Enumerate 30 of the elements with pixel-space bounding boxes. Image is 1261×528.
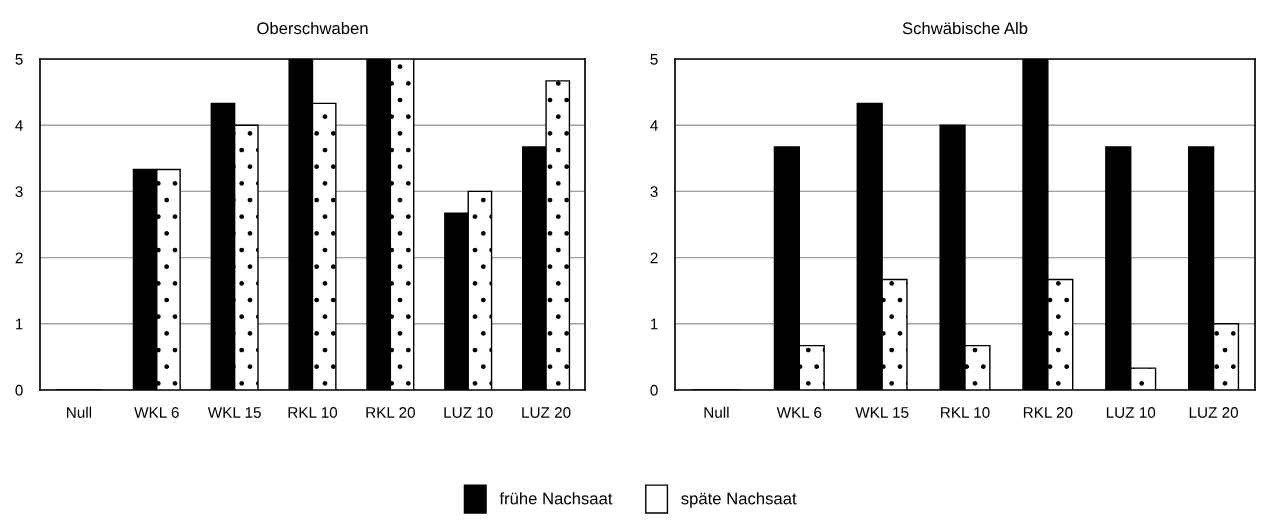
x-tick-label: RKL 10 [288,407,338,418]
x-tick-label: LUZ 10 [1106,407,1156,418]
y-tick-label: 5 [15,54,23,65]
legend-label: frühe Nachsaat [499,492,613,505]
y-tick-label: 2 [15,252,23,264]
x-tick-label: WKL 6 [134,407,179,418]
x-tick-label: WKL 15 [207,407,261,418]
x-tick-label: Null [67,406,92,418]
y-tick-label: 4 [650,120,658,131]
x-tick-label: WKL 6 [776,407,822,418]
x-tick-label: LUZ 10 [444,407,493,418]
y-tick-label: 0 [15,384,23,396]
chart-title: Schwäbische Alb [902,21,1028,35]
y-tick-label: 3 [15,186,23,198]
x-tick-label: RKL 10 [941,407,990,418]
y-tick-label: 4 [15,120,23,131]
legend-label: späte Nachsaat [681,492,797,508]
y-tick-label: 1 [16,318,23,330]
y-tick-label: 2 [650,252,658,264]
y-tick-label: 3 [650,186,658,198]
chart-title: Oberschwaben [257,21,368,35]
x-tick-label: RKL 20 [1023,407,1073,418]
x-tick-label: WKL 15 [855,407,909,418]
y-tick-label: 5 [650,54,658,65]
x-tick-label: Null [704,406,729,418]
y-tick-label: 1 [651,318,658,330]
x-tick-label: LUZ 20 [522,407,571,418]
y-tick-label: 0 [650,384,658,396]
x-tick-label: RKL 20 [366,407,415,418]
x-tick-label: LUZ 20 [1189,407,1239,418]
